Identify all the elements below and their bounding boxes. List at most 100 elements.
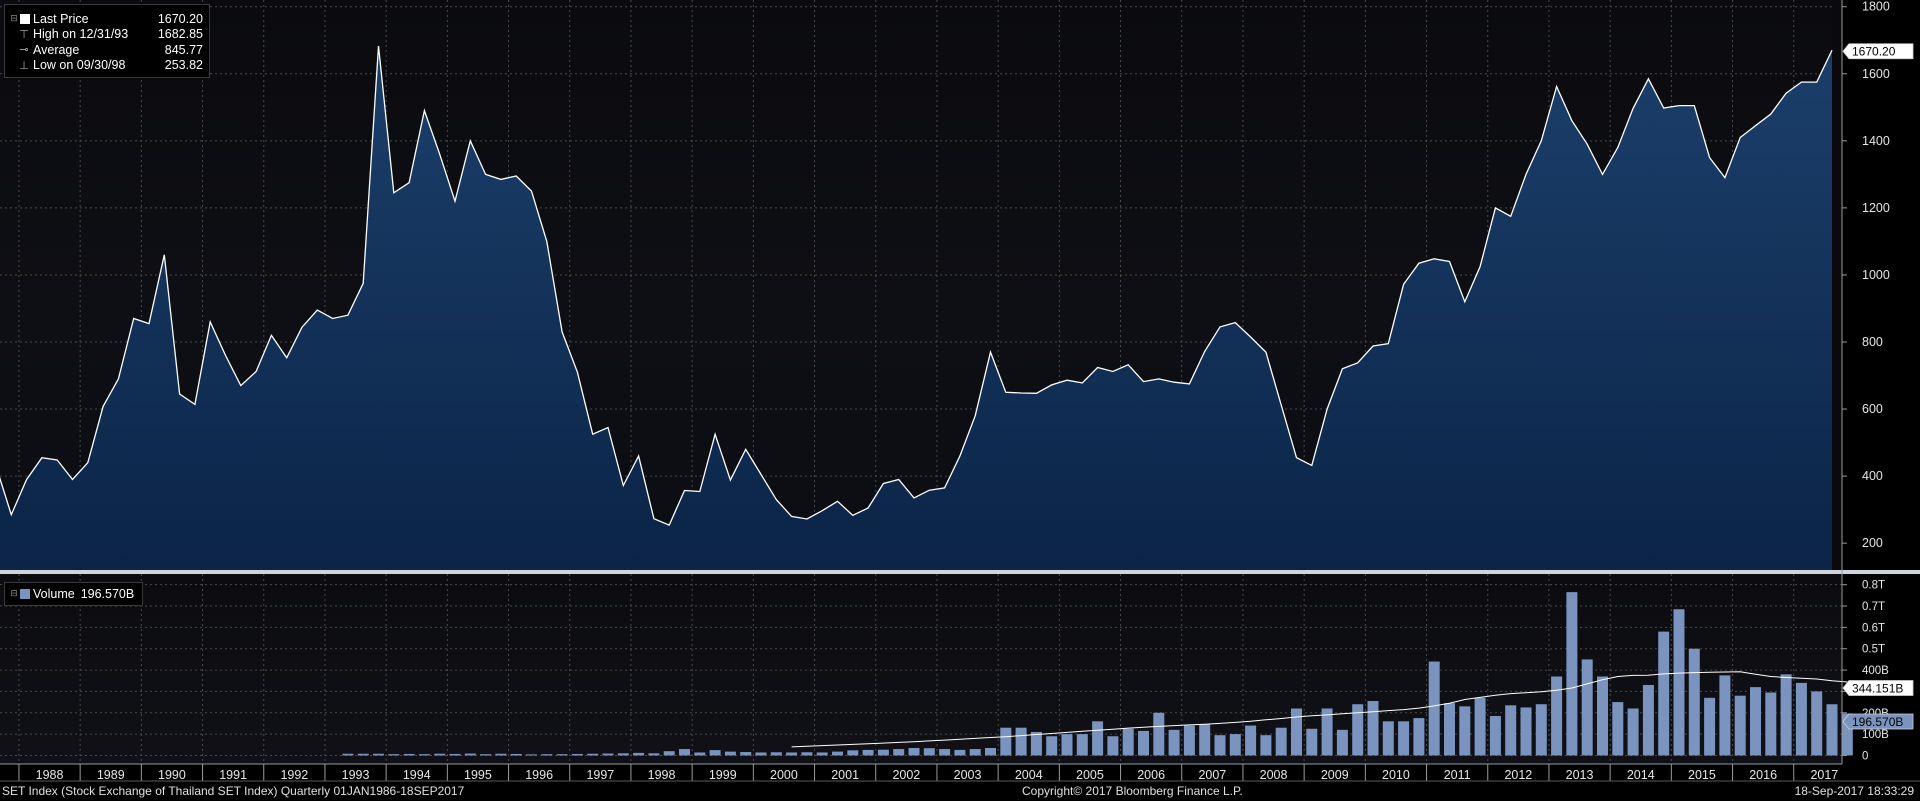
volume-bar [1030,731,1042,756]
volume-bar [1122,728,1134,756]
volume-bar [755,752,767,756]
collapse-toggle-icon[interactable]: ⊟ [10,588,18,599]
legend-row-low[interactable]: ⊥ Low on 09/30/98 253.82 [9,58,203,74]
footer-timestamp: 18-Sep-2017 18:33:29 [1794,784,1914,798]
price-tick-label: 400 [1862,469,1883,483]
volume-bar [418,754,430,756]
x-axis: 1988 1989 1990 1991 1992 1993 1994 1995 1996 1997… [0,764,1920,801]
volume-bar [724,751,736,756]
volume-bar [1321,708,1333,756]
volume-bar [1704,697,1716,756]
volume-bar [449,753,461,756]
volume-tick-label: 0.8T [1862,580,1885,592]
price-tick-label: 200 [1862,536,1883,550]
volume-bar [587,753,599,756]
volume-bar [1061,734,1073,756]
volume-bar [1413,718,1425,756]
legend-value: 253.82 [164,58,203,73]
volume-bar [939,749,951,756]
volume-bar [1627,708,1639,756]
volume-bar [1107,736,1119,756]
x-tick-label: 2012 [1504,768,1532,782]
volume-bar [1000,727,1012,756]
volume-legend[interactable]: ⊟ Volume 196.570B [4,582,144,606]
price-area-fill [0,46,1832,570]
svg-text:196.570B: 196.570B [1852,715,1903,729]
volume-bar [1168,729,1180,756]
volume-bar [1382,721,1394,756]
x-tick-label: 1988 [36,768,64,782]
volume-bar [1780,674,1792,756]
volume-bar [1750,687,1761,756]
volume-bar [1046,736,1058,756]
volume-bar [1138,730,1149,756]
legend-label: Low on 09/30/98 [33,58,126,73]
volume-bar [1352,704,1364,756]
volume-bar [1229,734,1241,756]
legend-row-average[interactable]: ⊸ Average 845.77 [9,42,203,58]
volume-bar [893,749,905,756]
volume-bar [1275,727,1287,756]
volume-bar [1459,706,1471,756]
volume-bar [388,754,400,756]
price-tick-label: 1400 [1862,134,1890,148]
panel-separator[interactable] [0,570,1920,574]
x-tick-label: 2000 [770,768,798,782]
volume-bar [1597,676,1608,756]
legend-row-high[interactable]: ⊤ High on 12/31/93 1682.85 [9,27,203,43]
volume-bar [1260,735,1272,756]
volume-bar [648,753,660,756]
volume-bar [602,753,614,756]
volume-grid [0,574,1842,764]
x-tick-label: 2002 [892,768,920,782]
price-tick-label: 600 [1862,402,1883,416]
collapse-toggle-icon[interactable]: ⊟ [10,13,18,24]
x-tick-label: 2009 [1321,768,1349,782]
volume-bar [1183,725,1195,756]
legend-row-volume[interactable]: ⊟ Volume 196.570B [9,586,134,602]
volume-bar [464,753,476,756]
volume-bar [1015,727,1027,756]
x-tick-label: 2003 [954,768,982,782]
last-price-flag: 1670.20 [1842,43,1914,60]
volume-bar [816,752,828,756]
legend-row-last-price[interactable]: ⊟ Last Price 1670.20 [9,11,203,27]
volume-bar [1428,661,1440,756]
legend-label: Average [33,42,80,57]
volume-bar [526,754,537,756]
price-legend[interactable]: ⊟ Last Price 1670.20 ⊤ High on 12/31/93 … [4,4,210,78]
legend-value: 1670.20 [157,11,203,26]
legend-value: 845.77 [164,42,203,57]
x-tick-label: 1989 [97,768,125,782]
volume-bar [969,749,981,756]
volume-bar [1551,676,1563,756]
x-tick-label: 1991 [219,768,247,782]
x-tick-label: 1998 [648,768,676,782]
volume-bar [1489,715,1501,756]
volume-bar [1581,659,1593,756]
x-axis-background [0,765,1920,801]
x-tick-label: 2010 [1382,768,1410,782]
x-tick-label: 2014 [1627,768,1655,782]
volume-bar [786,752,798,756]
x-tick-label: 2008 [1260,768,1288,782]
volume-bar [1765,692,1777,756]
volume-bar [1092,721,1104,756]
x-tick-label: 1999 [709,768,737,782]
future-region [1832,0,1842,570]
volume-bar [1841,713,1853,756]
average-marker-icon: ⊸ [19,44,29,57]
volume-moving-average-line [791,671,1848,748]
low-marker-icon: ⊥ [19,59,29,72]
volume-bar [1505,705,1517,756]
volume-bar [1642,685,1654,756]
footer-copyright: Copyright© 2017 Bloomberg Finance L.P. [1022,784,1243,798]
volume-bar [1658,631,1670,756]
volume-bar [985,747,996,756]
legend-label: Last Price [33,11,89,26]
x-tick-label: 2001 [831,768,859,782]
x-tick-label: 2013 [1566,768,1594,782]
volume-bar [679,749,690,756]
volume-bar [1520,707,1532,756]
price-y-axis: 200 400 600 800 1000 1200 1400 1600 1800 [1842,0,1890,550]
